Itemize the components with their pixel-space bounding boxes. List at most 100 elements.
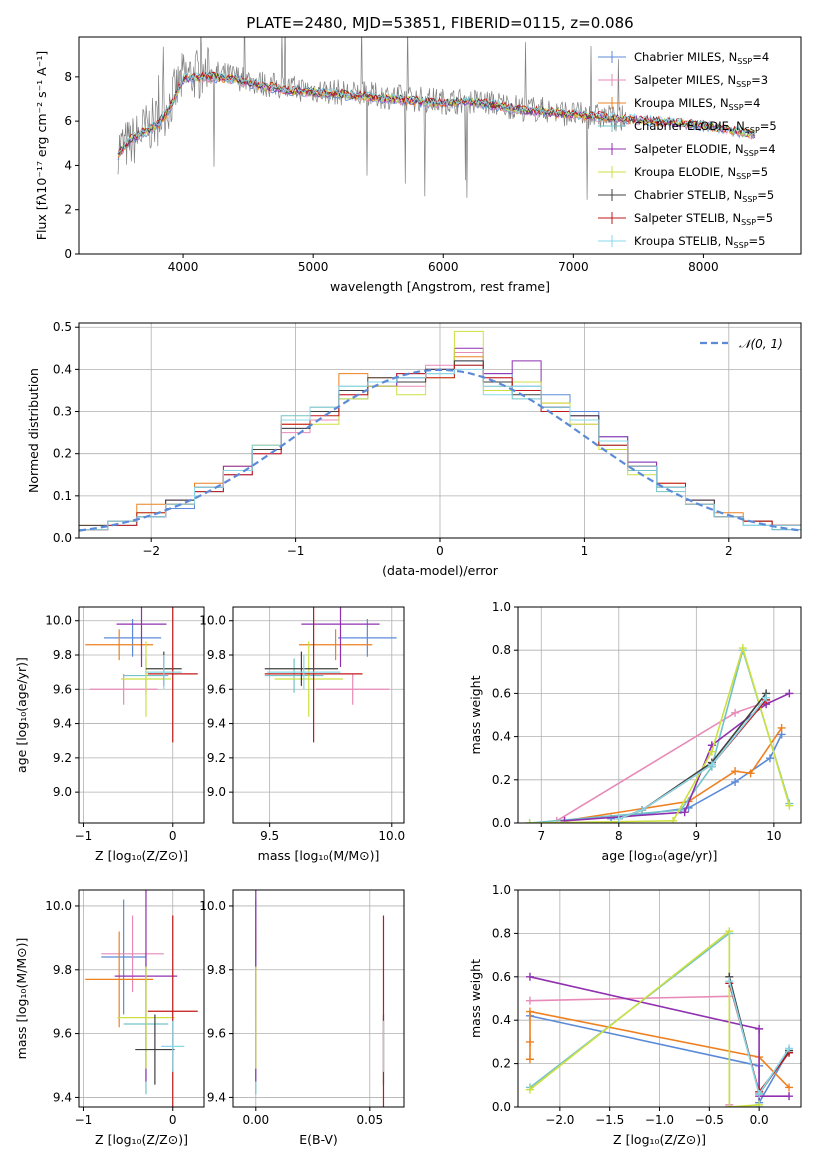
y-tick-label: 9.4 [207, 717, 226, 731]
y-axis-label: mass [log₁₀(M/M⊙)] [14, 938, 29, 1060]
axes-frame [78, 889, 205, 1108]
x-tick-label: 10 [766, 829, 781, 843]
plot-area-5 [85, 890, 198, 1107]
panel-4: 7 8 9 10 0.0 0.2 0.4 0.6 0.8 1.0 age [log₁₀(age/yr… [468, 600, 802, 863]
weight-marker [755, 1089, 764, 1098]
y-tick-label: 6 [64, 114, 72, 128]
y-tick-label: 0.1 [53, 489, 72, 503]
y-tick-label: 0.6 [492, 970, 511, 984]
weight-line [529, 976, 789, 1097]
axes-frame [517, 606, 802, 824]
x-axis-label: wavelength [Angstrom, rest frame] [330, 279, 550, 294]
x-tick-label: 8 [615, 829, 623, 843]
y-tick-label: 10.0 [199, 899, 226, 913]
panel-1: −2 −1 0 1 2 0.0 0.1 0.2 0.3 0.4 0.5 (data-model)/er… [26, 320, 802, 578]
weight-marker [525, 1085, 534, 1094]
x-tick-label: 0 [169, 829, 177, 843]
weight-marker [765, 754, 774, 763]
legend-label: Kroupa ELODIE, NSSP=5 [634, 165, 768, 181]
y-tick-label: 9.8 [207, 963, 226, 977]
y-tick-label: 0.2 [53, 447, 72, 461]
y-tick-label: 9.6 [207, 682, 226, 696]
legend-label: Salpeter ELODIE, NSSP=4 [634, 142, 776, 158]
x-tick-label: −1 [75, 1113, 93, 1127]
plot-area-6 [255, 890, 385, 1107]
y-tick-label: 0 [64, 247, 72, 261]
weight-line [618, 692, 767, 820]
panel-6: 0.00 0.05 9.4 9.6 9.8 10.0 E(B-V) [199, 889, 405, 1147]
y-tick-label: 1.0 [492, 600, 511, 614]
model-spectrum-line [117, 71, 756, 156]
y-tick-label: 9.6 [207, 1027, 226, 1041]
x-axis-label: age [log₁₀(age/yr)] [602, 848, 718, 863]
y-axis-label: age [log₁₀(age/yr)] [14, 657, 29, 773]
x-tick-label: 0.0 [750, 1113, 769, 1127]
legend-label: Kroupa MILES, NSSP=4 [634, 96, 760, 112]
weight-marker [614, 814, 623, 823]
x-tick-label: 0 [436, 544, 444, 558]
plot-area-4 [525, 644, 794, 823]
axes-frame [78, 36, 802, 255]
legend-label: Chabrier STELIB, NSSP=5 [634, 188, 774, 204]
x-tick-label: −2 [142, 544, 160, 558]
normal-curve [79, 368, 801, 532]
weight-marker [785, 801, 794, 810]
weight-line [529, 929, 760, 1107]
y-tick-label: 0.4 [53, 362, 72, 376]
x-tick-label: 2 [725, 544, 733, 558]
y-tick-label: 9.8 [53, 963, 72, 977]
y-tick-label: 0.2 [492, 773, 511, 787]
x-tick-label: −1.5 [595, 1113, 624, 1127]
weight-marker [731, 767, 740, 776]
x-tick-label: 6000 [428, 260, 459, 274]
spectrum-legend: Chabrier MILES, NSSP=4 Salpeter MILES, NS… [598, 50, 777, 250]
x-tick-label: −1 [75, 829, 93, 843]
data-spectrum-line [117, 37, 626, 200]
weight-marker [707, 747, 716, 756]
y-tick-label: 4 [64, 158, 72, 172]
figure-title: PLATE=2480, MJD=53851, FIBERID=0115, z=0… [246, 14, 633, 32]
weight-marker [731, 777, 740, 786]
y-tick-label: 9.6 [53, 1027, 72, 1041]
y-tick-label: 10.0 [199, 614, 226, 628]
y-tick-label: 8 [64, 70, 72, 84]
legend-label: 𝒩(0, 1) [739, 337, 783, 351]
x-tick-label: 5000 [298, 260, 329, 274]
weight-marker [725, 927, 734, 936]
y-tick-label: 10.0 [45, 614, 72, 628]
weight-marker [525, 1007, 534, 1016]
axes-frame [232, 606, 405, 824]
weight-marker [680, 808, 689, 817]
x-axis-label: Z [log₁₀(Z/Z⊙)] [95, 848, 188, 863]
panel-2: −1 0 9.0 9.2 9.4 9.6 9.8 10.0 Z [log₁₀(Z/Z⊙)] age… [14, 606, 205, 863]
x-tick-label: −1 [287, 544, 305, 558]
y-tick-label: 9.2 [53, 751, 72, 765]
x-tick-label: 10.0 [378, 829, 405, 843]
weight-marker [762, 693, 771, 702]
legend-label: Chabrier MILES, NSSP=4 [634, 50, 769, 66]
axes-frame [232, 889, 405, 1108]
y-tick-label: 0.8 [492, 926, 511, 940]
y-tick-label: 0.6 [492, 686, 511, 700]
plot-area-2 [85, 607, 198, 743]
axes-frame [78, 322, 802, 539]
legend-label: Kroupa STELIB, NSSP=5 [634, 234, 765, 250]
y-tick-label: 0.3 [53, 405, 72, 419]
weight-marker [525, 819, 534, 823]
weight-marker [525, 1037, 534, 1046]
weight-line [564, 727, 783, 822]
y-tick-label: 9.8 [53, 648, 72, 662]
y-tick-label: 9.0 [207, 785, 226, 799]
weight-marker [525, 1055, 534, 1064]
y-tick-label: 9.2 [207, 751, 226, 765]
x-tick-label: 7000 [558, 260, 589, 274]
legend-label: Salpeter MILES, NSSP=3 [634, 73, 768, 89]
x-axis-label: Z [log₁₀(Z/Z⊙)] [613, 1132, 706, 1147]
panel-7: −2.0 −1.5 −1.0 −0.5 0.0 0.0 0.2 0.4 0.6 0.8 1.0 Z [… [468, 883, 802, 1147]
y-axis-label: mass weight [468, 675, 483, 754]
weight-marker [746, 769, 755, 778]
x-tick-label: 0.00 [242, 1113, 269, 1127]
plot-area-0 [117, 37, 756, 200]
y-tick-label: 2 [64, 203, 72, 217]
